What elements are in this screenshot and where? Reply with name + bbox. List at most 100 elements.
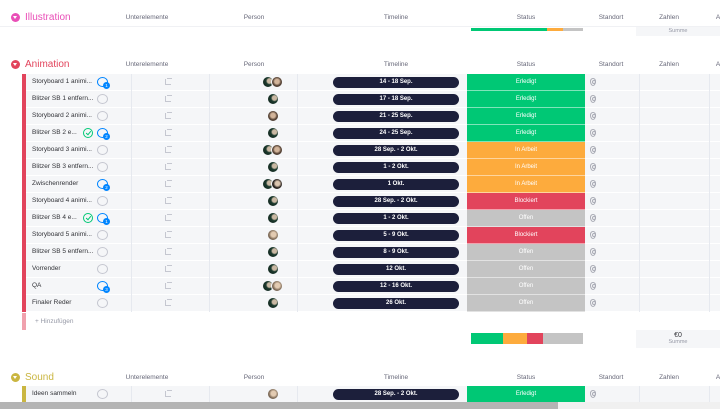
avatar[interactable] [267,93,279,105]
item-name[interactable]: Storyboard 3 animi... [32,146,92,153]
table-row[interactable]: Blitzer SB 2 e... 2 24 - 25 Sep. Erledigt [22,125,720,142]
avatar[interactable] [271,178,283,190]
person-cell[interactable] [210,227,298,244]
person-cell[interactable] [210,210,298,227]
table-row[interactable]: Storyboard 5 animi... 5 - 9 Okt. Blockiert [22,227,720,244]
status-label[interactable]: Blockiert [467,193,585,210]
numbers-cell[interactable] [640,210,710,227]
subitems-cell[interactable] [132,74,210,91]
timeline-cell[interactable]: 5 - 9 Okt. [298,227,467,244]
group-title[interactable]: Sound [25,371,54,383]
table-row[interactable]: Blitzer SB 1 entfern... 17 - 18 Sep. Erled… [22,91,720,108]
comment-bubble-icon[interactable] [97,298,108,308]
numbers-cell[interactable] [640,176,710,193]
table-row[interactable]: Vorrender 12 Okt. Offen [22,261,720,278]
avatar[interactable] [271,144,283,156]
item-name-cell[interactable]: Blitzer SB 3 entfern... [26,159,132,176]
timeline-cell[interactable]: 12 Okt. [298,261,467,278]
comment-bubble-icon[interactable] [97,162,108,172]
table-row[interactable]: Blitzer SB 5 entfern... 8 - 9 Okt. Offen [22,244,720,261]
subitems-cell[interactable] [132,193,210,210]
table-row[interactable]: Storyboard 2 animi... 21 - 25 Sep. Erledig… [22,108,720,125]
avatar[interactable] [271,76,283,88]
avatar-group[interactable] [267,127,279,139]
table-row[interactable]: Storyboard 3 animi... 28 Sep. - 2 Okt. In … [22,142,720,159]
numbers-cell[interactable] [640,386,710,403]
location-cell[interactable] [585,176,640,193]
item-name[interactable]: Ideen sammeln [32,390,77,397]
item-name[interactable]: Storyboard 5 animi... [32,231,92,238]
timeline-pill[interactable]: 28 Sep. - 2 Okt. [333,196,459,207]
col-person[interactable]: Person [243,374,265,381]
person-cell[interactable] [210,74,298,91]
person-cell[interactable] [210,142,298,159]
numbers-cell[interactable] [640,108,710,125]
subitems-icon[interactable] [165,180,172,187]
item-name[interactable]: Blitzer SB 2 e... [32,129,77,136]
avatar-group[interactable] [262,280,283,292]
col-next[interactable]: A [715,374,720,381]
item-name-cell[interactable]: Storyboard 2 animi... [26,108,132,125]
status-label[interactable]: Offen [467,278,585,295]
subitems-icon[interactable] [165,95,172,102]
comment-bubble-icon[interactable] [97,264,108,274]
status-label[interactable]: Erledigt [467,125,585,142]
col-next[interactable]: A [715,61,720,68]
location-cell[interactable] [585,227,640,244]
subitems-cell[interactable] [132,176,210,193]
avatar[interactable] [267,110,279,122]
item-name-cell[interactable]: Zwischenrender 2 [26,176,132,193]
comment-bubble-icon[interactable] [97,94,108,104]
scrollbar-thumb[interactable] [0,402,558,409]
item-name-cell[interactable]: QA 3 [26,278,132,295]
status-label[interactable]: In Arbeit [467,142,585,159]
col-numbers[interactable]: Zahlen [659,374,679,381]
status-label[interactable]: Blockiert [467,227,585,244]
subitems-cell[interactable] [132,278,210,295]
comment-bubble-icon[interactable]: 2 [97,128,110,140]
timeline-cell[interactable]: 1 - 2 Okt. [298,159,467,176]
subitems-icon[interactable] [165,78,172,85]
location-cell[interactable] [585,278,640,295]
status-label[interactable]: Erledigt [467,74,585,91]
comment-bubble-icon[interactable]: 2 [97,179,110,191]
comment-bubble-icon[interactable] [97,389,108,399]
table-row[interactable]: Blitzer SB 3 entfern... 1 - 2 Okt. In Arbe… [22,159,720,176]
subitems-cell[interactable] [132,142,210,159]
person-cell[interactable] [210,278,298,295]
comment-bubble-icon[interactable] [97,111,108,121]
table-row[interactable]: Storyboard 1 animi... 1 14 - 18 Sep. Erledi… [22,74,720,91]
timeline-cell[interactable]: 26 Okt. [298,295,467,312]
avatar-group[interactable] [267,195,279,207]
comment-bubble-icon[interactable]: 1 [97,77,110,89]
col-location[interactable]: Standort [598,14,624,21]
avatar-group[interactable] [267,161,279,173]
numbers-cell[interactable] [640,244,710,261]
col-timeline[interactable]: Timeline [383,374,409,381]
subitems-cell[interactable] [132,386,210,403]
item-name-cell[interactable]: Blitzer SB 5 entfern... [26,244,132,261]
timeline-cell[interactable]: 12 - 16 Okt. [298,278,467,295]
subitems-cell[interactable] [132,244,210,261]
subitems-icon[interactable] [165,390,172,397]
person-cell[interactable] [210,91,298,108]
table-row[interactable]: QA 3 12 - 16 Okt. Offen [22,278,720,295]
numbers-cell[interactable] [640,193,710,210]
comment-bubble-icon[interactable] [97,247,108,257]
timeline-pill[interactable]: 1 - 2 Okt. [333,213,459,224]
item-name-cell[interactable]: Ideen sammeln [26,386,132,403]
subitems-icon[interactable] [165,129,172,136]
avatar-group[interactable] [267,263,279,275]
timeline-cell[interactable]: 21 - 25 Sep. [298,108,467,125]
subitems-icon[interactable] [165,299,172,306]
timeline-pill[interactable]: 12 - 16 Okt. [333,281,459,292]
subitems-cell[interactable] [132,159,210,176]
location-cell[interactable] [585,91,640,108]
status-summary-bar[interactable] [471,28,583,31]
timeline-pill[interactable]: 26 Okt. [333,298,459,309]
location-cell[interactable] [585,261,640,278]
status-label[interactable]: Erledigt [467,108,585,125]
item-name[interactable]: Blitzer SB 1 entfern... [32,95,94,102]
location-cell[interactable] [585,159,640,176]
numbers-cell[interactable] [640,261,710,278]
